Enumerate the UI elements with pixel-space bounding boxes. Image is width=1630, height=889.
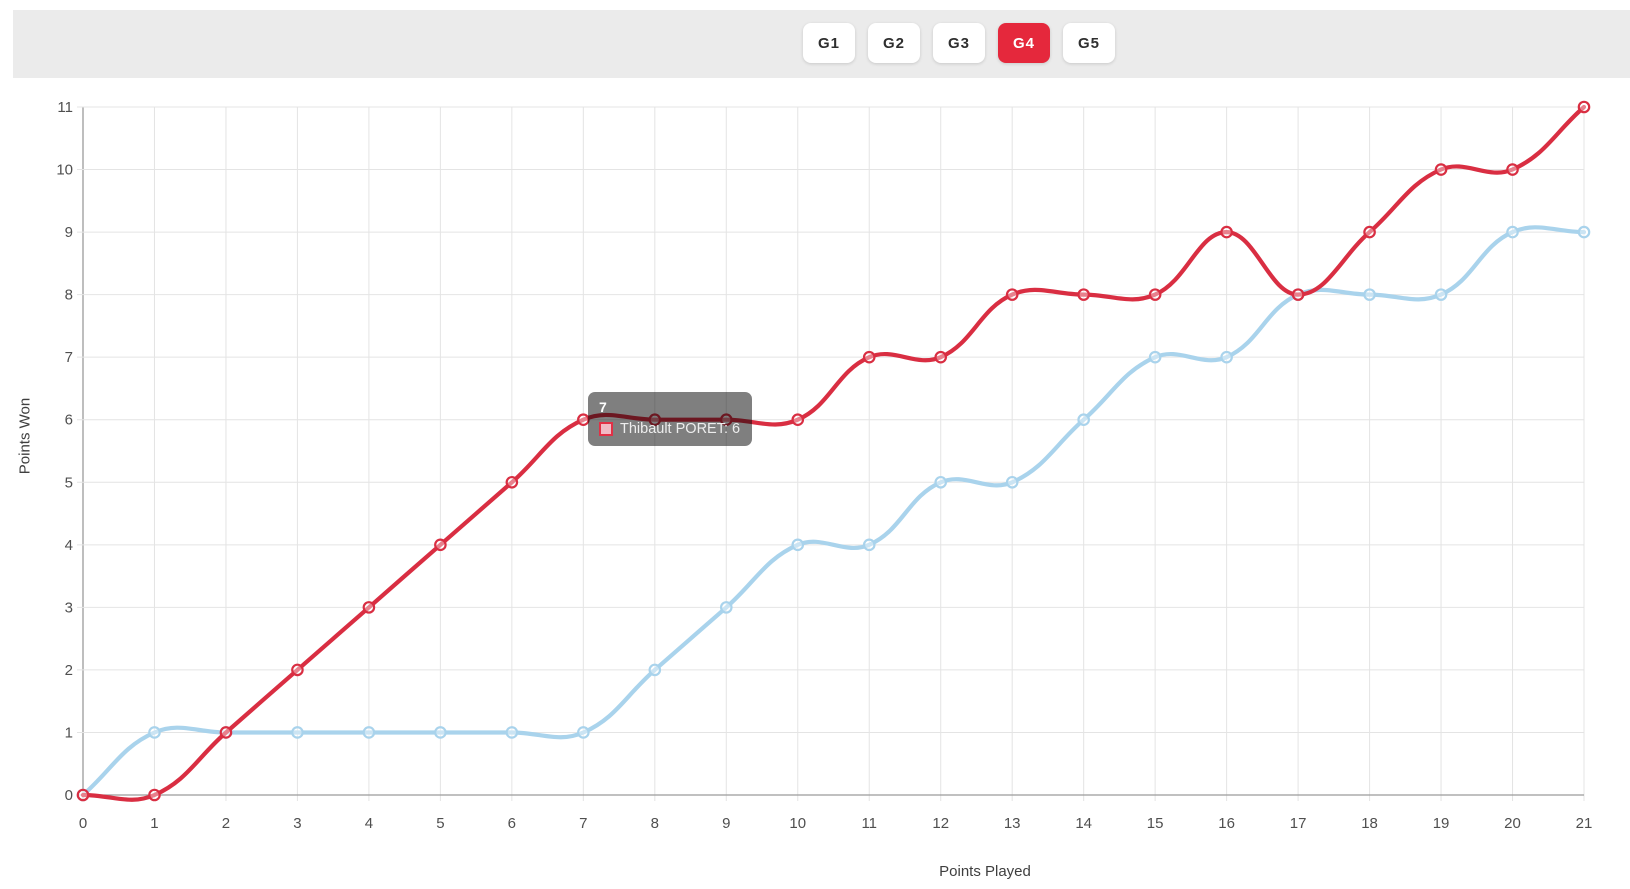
y-tick-label: 1 [65,724,73,741]
y-tick-label: 6 [65,412,73,429]
x-tick-label: 3 [293,815,301,832]
game-tab-g4[interactable]: G4 [998,23,1050,63]
data-point[interactable] [362,726,376,739]
data-point[interactable] [1148,288,1162,301]
y-tick-label: 0 [65,787,73,804]
data-point[interactable] [1220,350,1233,364]
x-tick-label: 10 [789,815,806,832]
data-point[interactable] [648,663,662,677]
data-point[interactable] [1434,288,1448,301]
tooltip-series-value: Thibault PORET: 6 [620,421,741,437]
x-tick-label: 13 [1004,815,1021,832]
x-tick-label: 20 [1504,815,1521,832]
chart-tooltip: 7 Thibault PORET: 6 [588,392,752,446]
x-tick-label: 11 [861,815,877,832]
data-point[interactable] [791,413,805,427]
data-point[interactable] [1291,288,1305,301]
data-point[interactable] [291,663,304,677]
data-point[interactable] [1506,225,1519,239]
data-point[interactable] [577,413,590,427]
x-tick-label: 19 [1433,815,1450,832]
data-point[interactable] [862,350,876,364]
data-point[interactable] [1077,288,1090,301]
x-tick-label: 6 [508,815,516,832]
y-tick-label: 9 [65,224,73,241]
game-tab-g2[interactable]: G2 [868,23,920,63]
data-point[interactable] [434,538,447,552]
series-line [80,225,1587,798]
data-point[interactable] [791,538,805,552]
x-tick-label: 2 [222,815,230,832]
data-point[interactable] [76,788,90,802]
series-color-swatch [599,422,613,436]
x-tick-label: 12 [932,815,949,832]
tooltip-row: Thibault PORET: 6 [599,421,741,437]
data-point[interactable] [862,538,876,552]
data-point[interactable] [148,726,161,739]
data-point[interactable] [1077,413,1090,427]
data-point[interactable] [719,601,733,614]
x-tick-label: 8 [651,815,659,832]
y-tick-label: 3 [65,599,73,616]
data-point[interactable] [1220,225,1233,239]
data-point[interactable] [1148,350,1162,364]
data-point[interactable] [1005,475,1019,489]
data-point[interactable] [219,726,233,739]
data-point[interactable] [1363,225,1376,239]
data-point[interactable] [934,350,948,364]
game-selector-bar: G1 G2 G3 G4 G5 [13,10,1630,78]
series-line [80,104,1587,802]
data-point[interactable] [1577,100,1591,114]
chart-gridlines [77,106,1585,801]
game-tab-g1[interactable]: G1 [803,23,855,63]
data-point[interactable] [1363,288,1376,301]
x-tick-label: 18 [1361,815,1378,832]
data-point[interactable] [148,788,161,802]
data-point[interactable] [505,726,519,739]
x-tick-label: 17 [1290,815,1307,832]
y-tick-label: 4 [65,537,73,554]
x-tick-label: 7 [579,815,587,832]
game-tab-g5[interactable]: G5 [1063,23,1115,63]
game-tab-g3[interactable]: G3 [933,23,985,63]
data-point[interactable] [577,726,590,739]
y-tick-label: 2 [65,662,73,679]
data-point[interactable] [434,726,447,739]
game-tabs: G1 G2 G3 G4 G5 [803,23,1115,63]
data-point[interactable] [291,726,304,739]
x-tick-label: 1 [150,815,158,832]
x-tick-label: 15 [1147,815,1164,832]
series-thibault-poret [76,100,1591,802]
y-tick-label: 10 [56,162,73,179]
y-axis-title: Points Won [16,397,34,475]
data-point[interactable] [505,475,519,489]
data-point[interactable] [1434,163,1448,176]
y-tick-label: 7 [65,349,73,366]
x-tick-label: 0 [79,815,87,832]
data-point[interactable] [1005,288,1019,301]
data-point[interactable] [362,601,376,614]
data-point[interactable] [1577,225,1591,239]
x-tick-label: 16 [1218,815,1235,832]
y-tick-label: 5 [65,474,73,491]
y-tick-label: 11 [57,99,73,116]
x-tick-label: 21 [1576,815,1593,832]
x-tick-label: 4 [365,815,373,832]
series-opponent [76,225,1591,802]
data-point[interactable] [1506,163,1519,176]
x-tick-label: 14 [1075,815,1092,832]
y-tick-label: 8 [65,287,73,304]
data-point[interactable] [934,475,948,489]
tooltip-title: 7 [599,399,607,415]
x-axis-title: Points Played [939,863,1031,880]
axis-tick-labels: 0 1 2 3 4 5 6 7 8 9 10 11 12 13 14 15 16 17 18 19 20 21012345… [56,99,1592,832]
x-tick-label: 5 [436,815,444,832]
x-tick-label: 9 [722,815,730,832]
